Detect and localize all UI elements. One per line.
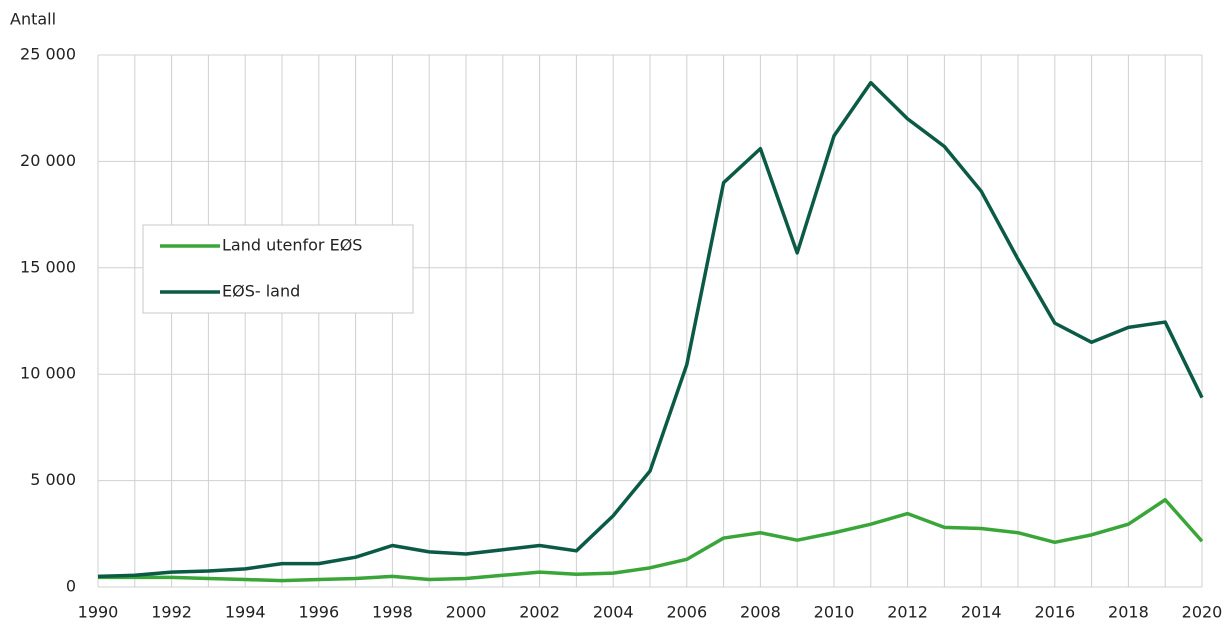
legend-box bbox=[142, 224, 414, 314]
y-tick-label: 25 000 bbox=[20, 45, 76, 64]
x-tick-label: 1992 bbox=[151, 603, 192, 622]
x-tick-label: 2020 bbox=[1182, 603, 1223, 622]
y-tick-label: 0 bbox=[66, 577, 76, 596]
x-tick-label: 2018 bbox=[1108, 603, 1149, 622]
x-tick-label: 2016 bbox=[1034, 603, 1075, 622]
x-tick-label: 1990 bbox=[78, 603, 119, 622]
x-tick-label: 1998 bbox=[372, 603, 413, 622]
legend-label: Land utenfor EØS bbox=[222, 236, 362, 255]
y-tick-label: 20 000 bbox=[20, 151, 76, 170]
legend-label: EØS- land bbox=[222, 282, 300, 301]
x-tick-label: 1996 bbox=[298, 603, 339, 622]
x-tick-label: 2014 bbox=[961, 603, 1002, 622]
x-tick-label: 2000 bbox=[446, 603, 487, 622]
y-tick-label: 5 000 bbox=[30, 470, 76, 489]
x-tick-label: 2012 bbox=[887, 603, 928, 622]
y-tick-label: 10 000 bbox=[20, 364, 76, 383]
x-tick-label: 1994 bbox=[225, 603, 266, 622]
x-tick-label: 2004 bbox=[593, 603, 634, 622]
x-tick-label: 2002 bbox=[519, 603, 560, 622]
x-tick-label: 2008 bbox=[740, 603, 781, 622]
x-tick-label: 2010 bbox=[814, 603, 855, 622]
data-line bbox=[97, 80, 1204, 579]
y-axis-label: Antall bbox=[10, 10, 56, 29]
y-tick-label: 15 000 bbox=[20, 257, 76, 276]
data-line bbox=[98, 498, 1204, 583]
x-tick-label: 2006 bbox=[666, 603, 707, 622]
